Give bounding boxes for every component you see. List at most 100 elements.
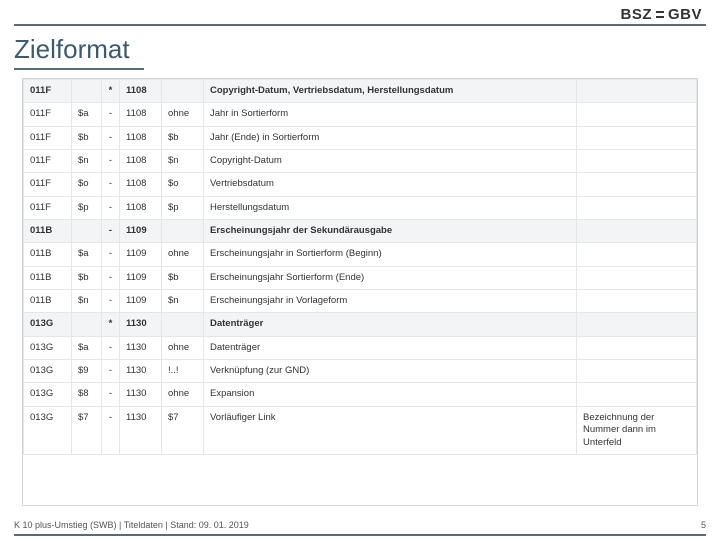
table-cell: $o bbox=[162, 173, 204, 196]
table-row: 011F$p-1108$pHerstellungsdatum bbox=[24, 196, 697, 219]
table-cell bbox=[577, 290, 697, 313]
table-cell: 1108 bbox=[120, 126, 162, 149]
format-table-container: 011F*1108Copyright-Datum, Vertriebsdatum… bbox=[22, 78, 698, 506]
table-cell: 1130 bbox=[120, 313, 162, 336]
table-cell: Vorläufiger Link bbox=[204, 406, 577, 454]
table-cell bbox=[162, 220, 204, 243]
table-cell: $n bbox=[72, 150, 102, 173]
header-logo: BSZ GBV bbox=[620, 6, 702, 23]
table-cell: $b bbox=[162, 126, 204, 149]
table-cell: 1109 bbox=[120, 220, 162, 243]
bottom-divider bbox=[14, 534, 706, 536]
table-cell: $b bbox=[72, 126, 102, 149]
table-cell bbox=[577, 313, 697, 336]
logo-left: BSZ bbox=[620, 6, 652, 23]
table-cell: $p bbox=[162, 196, 204, 219]
table-row: 011F$n-1108$nCopyright-Datum bbox=[24, 150, 697, 173]
table-cell: - bbox=[102, 290, 120, 313]
table-cell bbox=[577, 173, 697, 196]
table-cell: 1109 bbox=[120, 266, 162, 289]
table-cell: 013G bbox=[24, 383, 72, 406]
logo-right: GBV bbox=[668, 6, 702, 23]
table-cell: Copyright-Datum bbox=[204, 150, 577, 173]
table-cell: Erscheinungsjahr in Sortierform (Beginn) bbox=[204, 243, 577, 266]
table-cell bbox=[577, 383, 697, 406]
format-table: 011F*1108Copyright-Datum, Vertriebsdatum… bbox=[23, 79, 697, 455]
table-cell: Verknüpfung (zur GND) bbox=[204, 360, 577, 383]
table-cell: - bbox=[102, 336, 120, 359]
table-cell: $b bbox=[72, 266, 102, 289]
table-cell bbox=[577, 243, 697, 266]
table-cell bbox=[72, 220, 102, 243]
table-cell: $7 bbox=[72, 406, 102, 454]
table-cell: 011F bbox=[24, 150, 72, 173]
table-cell: 011F bbox=[24, 173, 72, 196]
table-cell: 011B bbox=[24, 266, 72, 289]
table-cell: Datenträger bbox=[204, 313, 577, 336]
table-cell bbox=[577, 220, 697, 243]
table-cell: 011F bbox=[24, 103, 72, 126]
table-cell: 1108 bbox=[120, 196, 162, 219]
table-cell bbox=[577, 360, 697, 383]
table-cell: $b bbox=[162, 266, 204, 289]
table-row: 013G$a-1130ohneDatenträger bbox=[24, 336, 697, 359]
table-cell: Erscheinungsjahr Sortierform (Ende) bbox=[204, 266, 577, 289]
table-row: 013G$8-1130ohneExpansion bbox=[24, 383, 697, 406]
table-cell bbox=[72, 313, 102, 336]
footer-text: K 10 plus-Umstieg (SWB) | Titeldaten | S… bbox=[14, 520, 249, 530]
table-cell: $a bbox=[72, 243, 102, 266]
table-cell: 013G bbox=[24, 313, 72, 336]
table-cell bbox=[162, 80, 204, 103]
table-cell bbox=[577, 126, 697, 149]
table-cell: $p bbox=[72, 196, 102, 219]
table-cell: $8 bbox=[72, 383, 102, 406]
table-cell: 1130 bbox=[120, 383, 162, 406]
table-row: 011B -1109 Erscheinungsjahr der Sekundärau… bbox=[24, 220, 697, 243]
table-cell: Jahr in Sortierform bbox=[204, 103, 577, 126]
table-cell: - bbox=[102, 196, 120, 219]
table-cell bbox=[577, 103, 697, 126]
page-number: 5 bbox=[701, 520, 706, 530]
table-row: 013G$9-1130!..!Verknüpfung (zur GND) bbox=[24, 360, 697, 383]
table-cell: 011F bbox=[24, 126, 72, 149]
table-row: 013G*1130Datenträger bbox=[24, 313, 697, 336]
table-cell: 013G bbox=[24, 406, 72, 454]
table-cell: Erscheinungsjahr in Vorlageform bbox=[204, 290, 577, 313]
table-cell bbox=[577, 196, 697, 219]
table-cell: Expansion bbox=[204, 383, 577, 406]
table-row: 013G$7-1130$7Vorläufiger LinkBezeichnung… bbox=[24, 406, 697, 454]
table-cell: 011B bbox=[24, 220, 72, 243]
table-cell: - bbox=[102, 220, 120, 243]
table-cell: 1109 bbox=[120, 243, 162, 266]
table-row: 011B$a-1109ohneErscheinungsjahr in Sorti… bbox=[24, 243, 697, 266]
logo-separator-icon bbox=[656, 8, 664, 22]
table-cell: $o bbox=[72, 173, 102, 196]
table-row: 011F$b-1108$bJahr (Ende) in Sortierform bbox=[24, 126, 697, 149]
table-cell: $9 bbox=[72, 360, 102, 383]
table-cell: $a bbox=[72, 336, 102, 359]
table-cell: $a bbox=[72, 103, 102, 126]
slide-footer: K 10 plus-Umstieg (SWB) | Titeldaten | S… bbox=[14, 520, 706, 530]
table-row: 011F*1108Copyright-Datum, Vertriebsdatum… bbox=[24, 80, 697, 103]
title-underline bbox=[14, 68, 144, 70]
table-cell: 1108 bbox=[120, 150, 162, 173]
table-cell: - bbox=[102, 173, 120, 196]
table-cell: Erscheinungsjahr der Sekundärausgabe bbox=[204, 220, 577, 243]
table-cell: * bbox=[102, 80, 120, 103]
table-cell: 1130 bbox=[120, 336, 162, 359]
table-cell bbox=[162, 313, 204, 336]
table-cell bbox=[577, 80, 697, 103]
table-cell: $n bbox=[72, 290, 102, 313]
table-cell: 1108 bbox=[120, 103, 162, 126]
table-cell: - bbox=[102, 266, 120, 289]
page-title: Zielformat bbox=[14, 34, 130, 65]
table-cell: ohne bbox=[162, 336, 204, 359]
table-cell: $n bbox=[162, 290, 204, 313]
table-cell: 1109 bbox=[120, 290, 162, 313]
table-cell bbox=[72, 80, 102, 103]
table-cell bbox=[577, 150, 697, 173]
table-cell: Datenträger bbox=[204, 336, 577, 359]
table-cell: 013G bbox=[24, 360, 72, 383]
table-cell: 011F bbox=[24, 196, 72, 219]
table-cell: $n bbox=[162, 150, 204, 173]
